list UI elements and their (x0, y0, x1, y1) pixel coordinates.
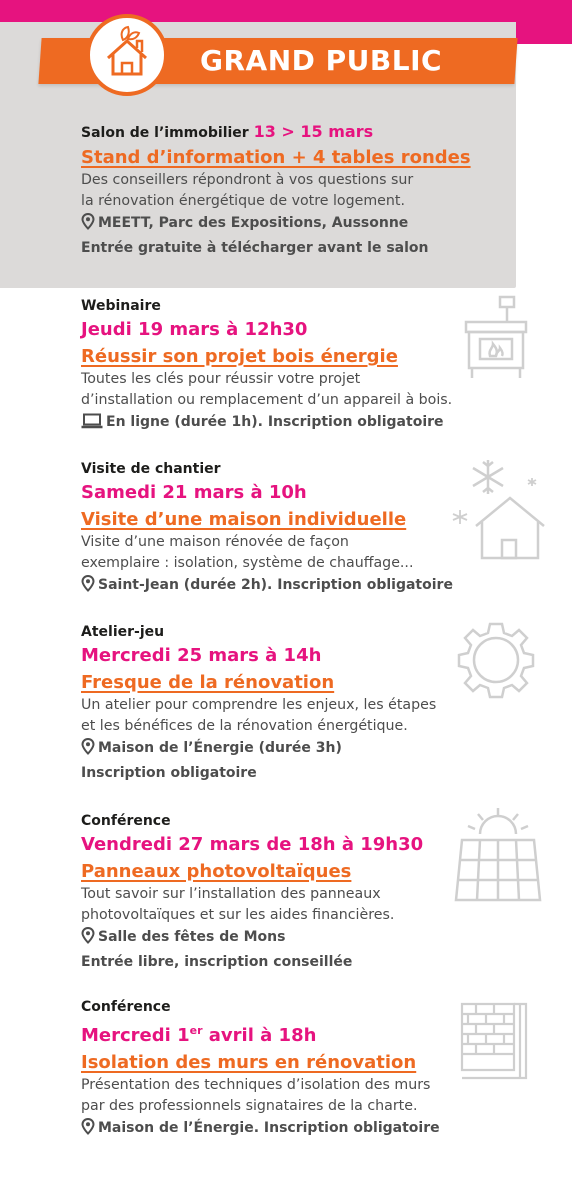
laptop-icon (81, 413, 103, 436)
event-description: Des conseillers répondront à vos questio… (81, 172, 414, 209)
event-title[interactable]: Réussir son projet bois énergie (81, 346, 398, 367)
event-date: Mercredi 25 mars à 14h (81, 645, 322, 666)
event-category: Atelier-jeu (81, 624, 165, 640)
event-title[interactable]: Panneaux photovoltaïques (81, 861, 352, 882)
event-description: Présentation des techniques d’isolation … (81, 1077, 431, 1114)
event-registration: Entrée libre, inscription conseillée (81, 954, 353, 970)
section-title: GRAND PUBLIC (200, 44, 443, 77)
event-location: Saint-Jean (durée 2h). Inscription oblig… (81, 574, 521, 599)
event-title[interactable]: Visite d’une maison individuelle (81, 509, 407, 530)
house-leaf-icon (86, 14, 168, 96)
event-category: Visite de chantier (81, 461, 221, 477)
event-title[interactable]: Isolation des murs en rénovation (81, 1052, 417, 1073)
event-date: Samedi 21 mars à 10h (81, 482, 307, 503)
event-description: Visite d’une maison rénovée de façon exe… (81, 534, 414, 571)
house-snowflake-icon (452, 460, 545, 560)
event-title[interactable]: Fresque de la rénovation (81, 672, 335, 693)
event-category: Salon de l’immobilier 13 > 15 mars (81, 122, 374, 141)
event-description: Toutes les clés pour réussir votre proje… (81, 371, 453, 408)
event-visite: Visite de chantier Samedi 21 mars à 10h … (81, 459, 521, 599)
event-location: Salle des fêtes de Mons (81, 926, 521, 951)
gear-icon (457, 622, 535, 699)
event-date: 13 > 15 mars (253, 122, 374, 141)
event-salon: Salon de l’immobilier 13 > 15 mars Stand… (81, 122, 521, 259)
location-pin-icon (81, 212, 95, 237)
location-pin-icon (81, 737, 95, 762)
event-webinaire: Webinaire Jeudi 19 mars à 12h30 Réussir … (81, 296, 521, 436)
event-location: Maison de l’Énergie (durée 3h) (81, 737, 521, 762)
location-pin-icon (81, 574, 95, 599)
location-pin-icon (81, 1117, 95, 1142)
event-location: En ligne (durée 1h). Inscription obligat… (81, 411, 521, 436)
event-location: Maison de l’Énergie. Inscription obligat… (81, 1117, 521, 1142)
event-description: Tout savoir sur l’installation des panne… (81, 886, 395, 923)
event-date: Jeudi 19 mars à 12h30 (81, 319, 308, 340)
event-date: Vendredi 27 mars de 18h à 19h30 (81, 834, 424, 855)
event-registration: Inscription obligatoire (81, 765, 257, 781)
event-location: MEETT, Parc des Expositions, Aussonne (81, 212, 521, 237)
location-pin-icon (81, 926, 95, 951)
event-description: Un atelier pour comprendre les enjeux, l… (81, 697, 437, 734)
event-category: Webinaire (81, 298, 161, 314)
event-category: Conférence (81, 999, 171, 1015)
wood-stove-icon (464, 295, 528, 378)
event-atelier: Atelier-jeu Mercredi 25 mars à 14h Fresq… (81, 622, 521, 784)
event-conference-isolation: Conférence Mercredi 1er avril à 18h Isol… (81, 997, 521, 1142)
solar-panel-icon (454, 808, 542, 902)
event-category: Conférence (81, 813, 171, 829)
event-date: Mercredi 1er avril à 18h (81, 1024, 317, 1046)
event-conference-pv: Conférence Vendredi 27 mars de 18h à 19h… (81, 811, 521, 973)
event-registration: Entrée gratuite à télécharger avant le s… (81, 240, 429, 256)
event-title[interactable]: Stand d’information + 4 tables rondes (81, 147, 471, 168)
brick-wall-icon (460, 1002, 528, 1080)
